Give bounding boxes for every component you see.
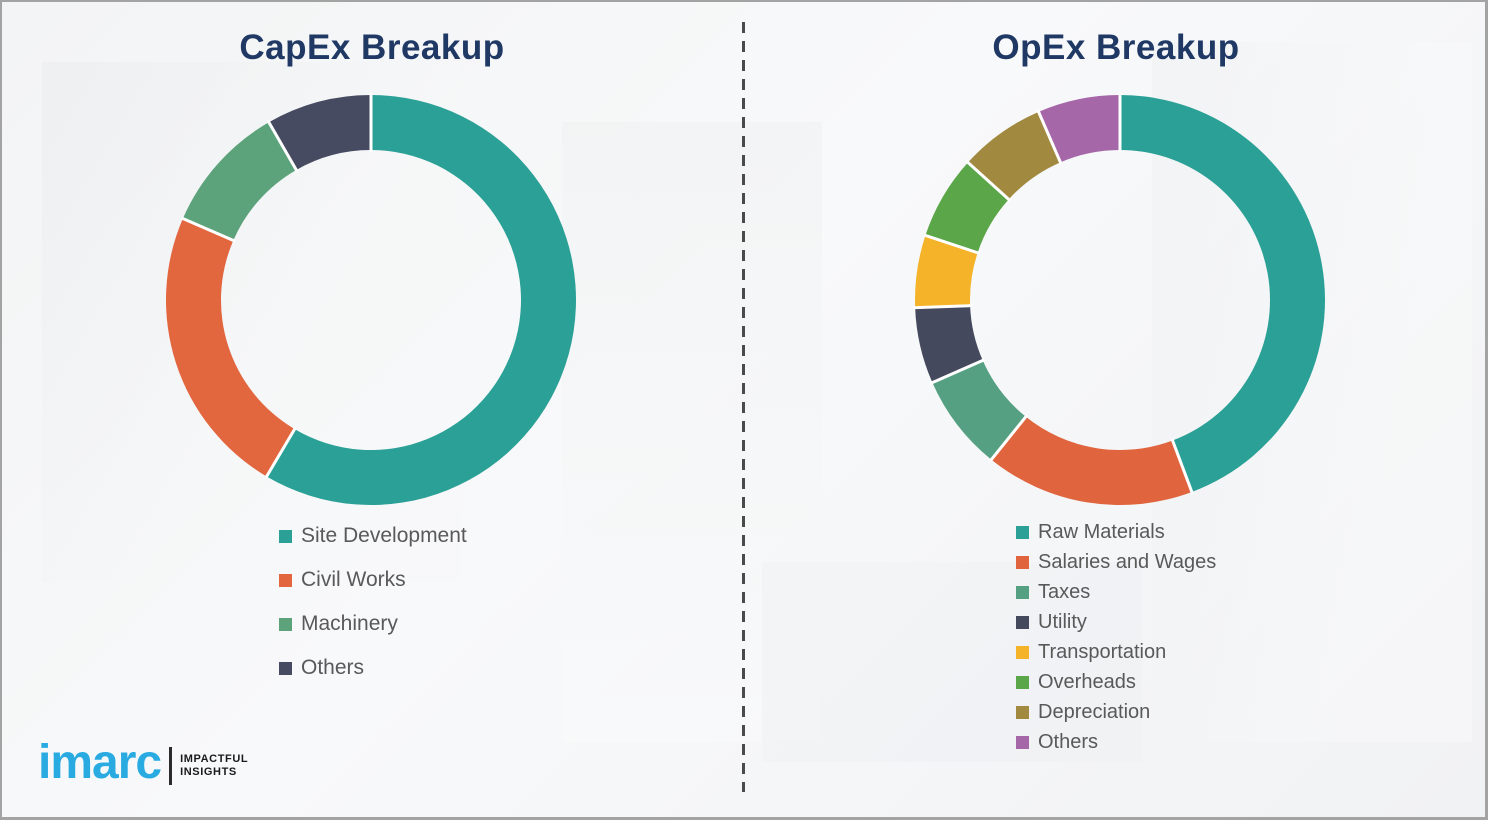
legend-item-civil-works: Civil Works — [279, 558, 467, 602]
legend-label: Salaries and Wages — [1038, 550, 1217, 573]
capex-legend: Site Development Civil Works Machinery Othe… — [279, 514, 467, 690]
legend-color-swatch — [1016, 735, 1029, 749]
donut-segment-transportation — [915, 235, 978, 308]
segment-gap — [180, 216, 236, 243]
capex-chart-title: CapEx Breakup — [239, 28, 505, 67]
legend-color-swatch — [1016, 525, 1029, 539]
donut-segment-civil-works — [166, 218, 295, 477]
logo-divider-bar — [169, 747, 173, 785]
legend-label: Utility — [1038, 610, 1087, 633]
opex-panel: OpEx Breakup — [744, 0, 1488, 836]
imarc-logo: imarc IMPACTFUL INSIGHTS — [38, 738, 248, 788]
legend-label: Raw Materials — [1038, 520, 1165, 543]
segment-gap — [923, 233, 981, 255]
legend-color-swatch — [279, 661, 292, 675]
legend-item-transportation: Transportation — [1016, 637, 1216, 667]
legend-color-swatch — [279, 573, 292, 587]
legend-item-others: Others — [1016, 727, 1216, 757]
segment-gap — [1170, 438, 1194, 495]
donut-segment-overheads — [925, 162, 1009, 253]
donut-segment-taxes — [932, 360, 1026, 460]
legend-color-swatch — [1016, 675, 1029, 689]
segment-gap — [266, 119, 299, 173]
legend-label: Others — [1038, 730, 1099, 753]
legend-item-machinery: Machinery — [279, 602, 467, 646]
legend-item-depreciation: Depreciation — [1016, 697, 1216, 727]
segment-gap — [988, 414, 1029, 463]
donut-segment-others — [1038, 95, 1120, 163]
legend-label: Overheads — [1038, 670, 1136, 693]
legend-item-site-development: Site Development — [279, 514, 467, 558]
legend-item-others: Others — [279, 646, 467, 690]
legend-item-taxes: Taxes — [1016, 577, 1216, 607]
legend-color-swatch — [1016, 705, 1029, 719]
opex-chart-title: OpEx Breakup — [992, 28, 1240, 67]
legend-label: Taxes — [1038, 580, 1091, 603]
opex-donut-chart — [913, 93, 1325, 505]
opex-legend: Raw Materials Salaries and Wages Taxes Util… — [1016, 517, 1216, 757]
capex-donut-chart — [166, 93, 576, 505]
donut-segment-machinery — [182, 122, 297, 241]
capex-panel: CapEx Breakup — [239, 28, 505, 67]
legend-item-salaries-and-wages: Salaries and Wages — [1016, 547, 1216, 577]
segment-gap — [929, 358, 986, 385]
logo-tagline-line2: INSIGHTS — [180, 766, 237, 778]
donut-segment-salaries-and-wages — [991, 416, 1192, 505]
logo-tagline-line1: IMPACTFUL — [180, 753, 249, 765]
segment-gap — [264, 426, 297, 479]
segment-gap — [913, 304, 973, 310]
legend-color-swatch — [279, 529, 292, 543]
donut-segment-utility — [915, 305, 983, 383]
legend-item-overheads: Overheads — [1016, 667, 1216, 697]
legend-color-swatch — [1016, 615, 1029, 629]
imarc-logo-wordmark: imarc — [38, 736, 162, 789]
legend-color-swatch — [1016, 555, 1029, 569]
segment-gap — [1036, 109, 1063, 165]
legend-label: Depreciation — [1038, 700, 1151, 723]
legend-label: Civil Works — [301, 568, 406, 591]
legend-item-raw-materials: Raw Materials — [1016, 517, 1216, 547]
dashed-divider-line — [742, 22, 745, 792]
legend-item-utility: Utility — [1016, 607, 1216, 637]
donut-segment-others — [268, 95, 371, 170]
donut-segment-site-development — [266, 95, 576, 505]
logo-tagline: IMPACTFUL INSIGHTS — [180, 753, 248, 779]
legend-label: Transportation — [1038, 640, 1167, 663]
donut-segment-depreciation — [967, 111, 1061, 200]
legend-label: Others — [301, 656, 365, 679]
donut-segment-raw-materials — [1120, 95, 1325, 492]
legend-label: Site Development — [301, 524, 467, 547]
legend-label: Machinery — [301, 612, 398, 635]
legend-color-swatch — [1016, 645, 1029, 659]
legend-color-swatch — [279, 617, 292, 631]
legend-color-swatch — [1016, 585, 1029, 599]
segment-gap — [965, 160, 1012, 202]
